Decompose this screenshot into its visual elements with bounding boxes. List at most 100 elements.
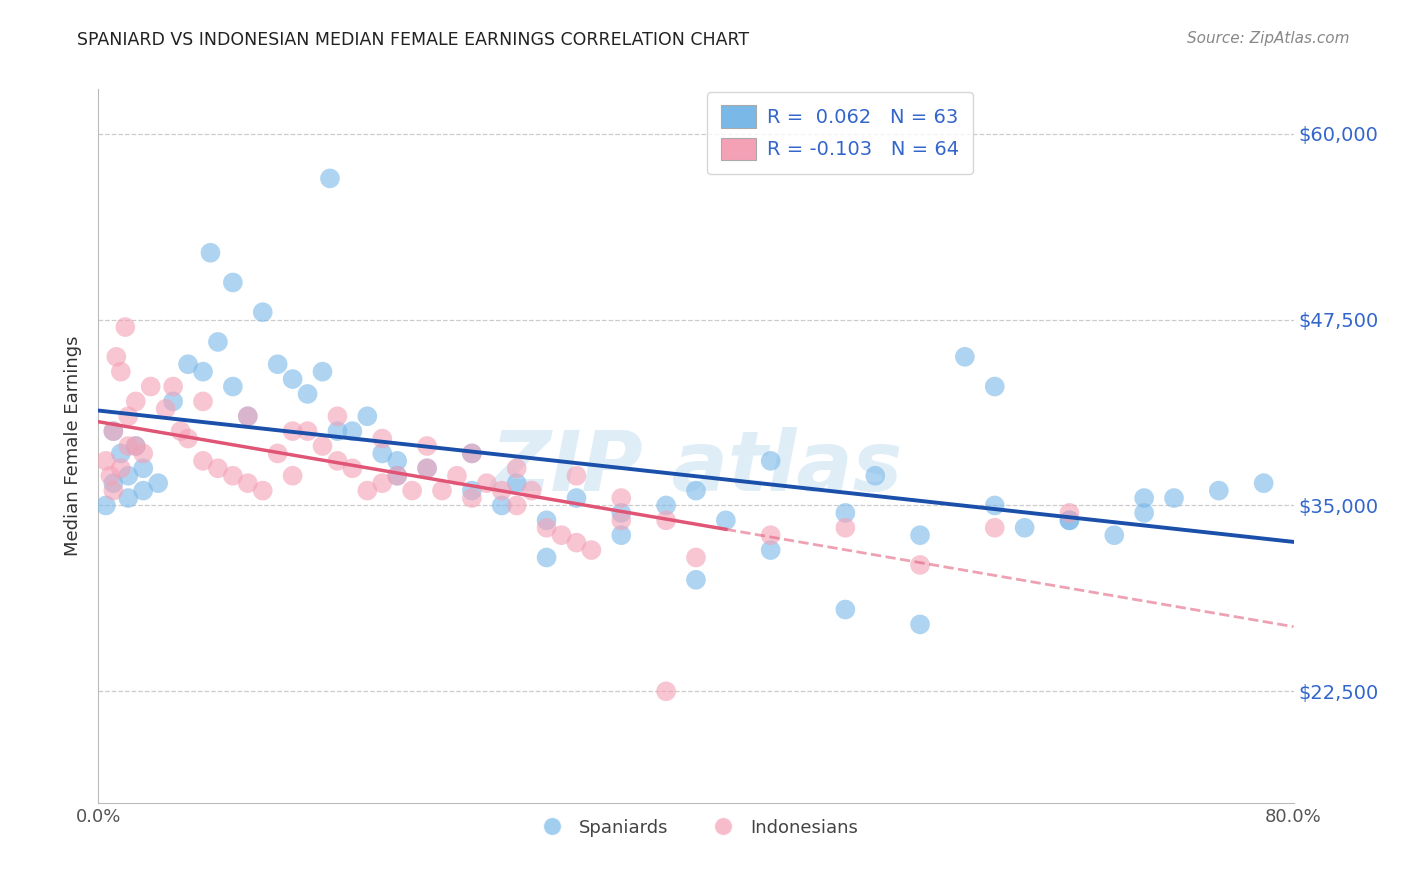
Point xyxy=(132,483,155,498)
Point xyxy=(491,499,513,513)
Point xyxy=(416,439,439,453)
Point xyxy=(385,468,409,483)
Point xyxy=(191,365,214,379)
Point xyxy=(371,432,394,446)
Text: SPANIARD VS INDONESIAN MEDIAN FEMALE EARNINGS CORRELATION CHART: SPANIARD VS INDONESIAN MEDIAN FEMALE EAR… xyxy=(77,31,749,49)
Point xyxy=(281,372,304,386)
Point xyxy=(110,365,132,379)
Point xyxy=(506,499,529,513)
Point xyxy=(1014,521,1036,535)
Point xyxy=(461,446,484,460)
Point xyxy=(103,483,125,498)
Point xyxy=(565,491,588,505)
Point xyxy=(759,543,782,558)
Point xyxy=(1133,506,1156,520)
Point xyxy=(281,468,304,483)
Point xyxy=(222,468,245,483)
Point xyxy=(177,432,200,446)
Point xyxy=(1208,483,1230,498)
Point xyxy=(565,468,588,483)
Point xyxy=(565,535,588,549)
Point xyxy=(103,476,125,491)
Legend: Spaniards, Indonesians: Spaniards, Indonesians xyxy=(527,812,865,844)
Point xyxy=(125,439,148,453)
Point xyxy=(103,424,125,438)
Point xyxy=(1104,528,1126,542)
Point xyxy=(685,550,707,565)
Point xyxy=(461,446,484,460)
Point xyxy=(191,454,214,468)
Point xyxy=(908,528,931,542)
Point xyxy=(281,424,304,438)
Point xyxy=(110,461,132,475)
Point xyxy=(252,305,274,319)
Point xyxy=(117,439,139,453)
Point xyxy=(236,476,259,491)
Point xyxy=(311,439,333,453)
Point xyxy=(114,320,136,334)
Point xyxy=(94,454,117,468)
Point xyxy=(356,409,378,424)
Point xyxy=(236,409,259,424)
Point xyxy=(169,424,191,438)
Point xyxy=(236,409,259,424)
Point xyxy=(834,521,856,535)
Point xyxy=(908,617,931,632)
Point xyxy=(371,446,394,460)
Point xyxy=(385,468,409,483)
Point xyxy=(865,468,887,483)
Point xyxy=(207,461,229,475)
Point xyxy=(416,461,439,475)
Point xyxy=(356,483,378,498)
Point xyxy=(222,379,245,393)
Point xyxy=(222,276,245,290)
Point xyxy=(110,446,132,460)
Point xyxy=(148,476,170,491)
Point xyxy=(132,446,155,460)
Point xyxy=(550,528,572,542)
Point xyxy=(105,350,128,364)
Point xyxy=(177,357,200,371)
Point xyxy=(1133,491,1156,505)
Point xyxy=(1059,513,1081,527)
Point xyxy=(461,483,484,498)
Point xyxy=(117,468,139,483)
Point xyxy=(685,483,707,498)
Point xyxy=(953,350,976,364)
Point xyxy=(759,528,782,542)
Point xyxy=(162,379,184,393)
Point xyxy=(117,491,139,505)
Point xyxy=(1059,506,1081,520)
Point xyxy=(536,521,558,535)
Point xyxy=(984,499,1007,513)
Y-axis label: Median Female Earnings: Median Female Earnings xyxy=(65,335,83,557)
Point xyxy=(139,379,162,393)
Point xyxy=(446,468,468,483)
Point xyxy=(98,468,122,483)
Point xyxy=(311,365,333,379)
Point xyxy=(371,476,394,491)
Point xyxy=(125,439,148,453)
Point xyxy=(385,454,409,468)
Point xyxy=(581,543,603,558)
Point xyxy=(506,476,529,491)
Point xyxy=(94,499,117,513)
Point xyxy=(297,424,319,438)
Point xyxy=(430,483,453,498)
Point xyxy=(416,461,439,475)
Point xyxy=(252,483,274,498)
Point xyxy=(117,409,139,424)
Point xyxy=(610,528,633,542)
Point xyxy=(342,424,364,438)
Point xyxy=(610,513,633,527)
Point xyxy=(908,558,931,572)
Point xyxy=(162,394,184,409)
Text: Source: ZipAtlas.com: Source: ZipAtlas.com xyxy=(1187,31,1350,46)
Text: ZIP atlas: ZIP atlas xyxy=(489,427,903,508)
Point xyxy=(655,684,678,698)
Point xyxy=(984,521,1007,535)
Point xyxy=(536,550,558,565)
Point xyxy=(655,499,678,513)
Point xyxy=(714,513,737,527)
Point xyxy=(267,357,290,371)
